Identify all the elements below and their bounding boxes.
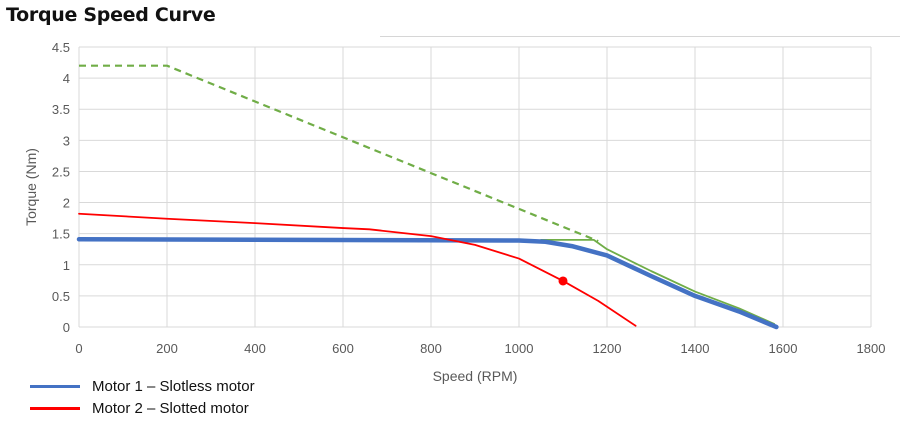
x-tick-label: 1200 <box>593 341 622 356</box>
series-lines <box>76 64 779 330</box>
y-tick-label: 2 <box>63 196 70 211</box>
y-tick-label: 0.5 <box>52 289 70 304</box>
y-tick-label: 1.5 <box>52 227 70 242</box>
y-tick-label: 3 <box>63 133 70 148</box>
legend: Motor 1 – Slotless motor Motor 2 – Slott… <box>30 375 255 419</box>
series-line-envelope-solid- <box>540 238 776 325</box>
chart-title: Torque Speed Curve <box>6 4 216 26</box>
y-axis-label: Torque (Nm) <box>23 148 39 226</box>
y-tick-label: 4.5 <box>52 40 70 55</box>
y-tick-label: 4 <box>63 71 70 86</box>
y-tick-label: 0 <box>63 320 70 335</box>
legend-item-motor-1: Motor 1 – Slotless motor <box>30 375 255 397</box>
y-tick-label: 1 <box>63 258 70 273</box>
y-tick-label: 3.5 <box>52 102 70 117</box>
x-axis-ticks: 0 200 400 600 800 1000 1200 1400 1600 1800 <box>75 341 885 356</box>
x-tick-label: 0 <box>75 341 82 356</box>
x-tick-label: 200 <box>156 341 178 356</box>
series-line-envelope-dashed- <box>79 64 599 243</box>
legend-item-motor-2: Motor 2 – Slotted motor <box>30 397 255 419</box>
legend-label: Motor 2 – Slotted motor <box>92 399 249 417</box>
x-tick-label: 1800 <box>857 341 886 356</box>
x-tick-label: 1400 <box>681 341 710 356</box>
x-tick-label: 1600 <box>769 341 798 356</box>
x-tick-label: 400 <box>244 341 266 356</box>
y-tick-label: 2.5 <box>52 164 70 179</box>
x-tick-label: 1000 <box>505 341 534 356</box>
legend-swatch-motor-1 <box>30 384 80 388</box>
x-tick-label: 600 <box>332 341 354 356</box>
divider-line <box>380 36 900 37</box>
y-axis-ticks: 0 0.5 1 1.5 2 2.5 3 3.5 4 4.5 <box>52 40 70 335</box>
x-tick-label: 800 <box>420 341 442 356</box>
x-axis-label: Speed (RPM) <box>433 368 518 384</box>
data-point-marker <box>558 276 568 286</box>
series-line-motor-1-slotless-motor <box>76 237 779 330</box>
gridlines <box>78 46 872 328</box>
legend-label: Motor 1 – Slotless motor <box>92 377 255 395</box>
legend-swatch-motor-2 <box>30 406 80 410</box>
series-line-motor-2-slotted-motor <box>78 212 637 327</box>
